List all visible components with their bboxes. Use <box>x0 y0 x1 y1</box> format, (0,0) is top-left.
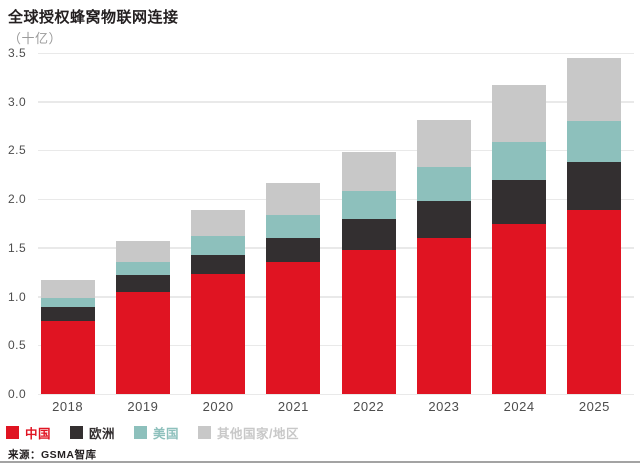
legend-swatch <box>70 426 84 439</box>
bar-2023 <box>416 120 471 394</box>
legend-swatch <box>6 426 19 439</box>
bar-2024 <box>492 85 547 394</box>
y-tick-label: 3.0 <box>8 94 27 109</box>
y-tick-label: 0.5 <box>8 338 27 353</box>
chart-unit-label: （十亿） <box>8 31 63 46</box>
bar-segment-欧洲 <box>567 162 622 210</box>
bottom-divider <box>0 461 640 463</box>
gridline <box>38 344 634 347</box>
legend-label: 欧洲 <box>89 427 116 441</box>
legend-item-中国: 中国 <box>6 423 51 442</box>
bar-segment-中国 <box>416 238 471 394</box>
x-axis-label: 2019 <box>127 399 159 414</box>
bar-segment-欧洲 <box>40 307 95 321</box>
x-axis-label: 2022 <box>353 399 385 414</box>
x-axis-label: 2021 <box>277 399 309 414</box>
legend-item-美国: 美国 <box>134 423 179 442</box>
x-axis-label: 2020 <box>202 399 234 414</box>
bar-segment-欧洲 <box>416 201 471 239</box>
legend: 中国 欧洲 美国 其他国家/地区 <box>6 423 318 442</box>
legend-swatch <box>198 426 212 439</box>
bar-segment-中国 <box>266 262 321 394</box>
bar-segment-欧洲 <box>492 179 547 224</box>
bar-segment-其他国家/地区 <box>341 152 396 192</box>
y-tick-label: 0.0 <box>8 387 27 401</box>
bar-2020 <box>191 209 246 394</box>
bar-segment-欧洲 <box>191 254 246 275</box>
legend-item-其他国家/地区: 其他国家/地区 <box>198 423 299 442</box>
bar-segment-其他国家/地区 <box>266 182 321 215</box>
y-tick-label: 3.5 <box>8 46 27 60</box>
bar-segment-美国 <box>492 141 547 180</box>
gridline <box>38 393 634 395</box>
bar-segment-中国 <box>492 223 547 394</box>
x-axis-label: 2024 <box>503 399 535 414</box>
bar-segment-美国 <box>191 236 246 255</box>
bar-segment-中国 <box>567 209 622 394</box>
bar-segment-中国 <box>341 249 396 394</box>
legend-label: 中国 <box>25 427 52 441</box>
legend-label: 其他国家/地区 <box>217 427 300 441</box>
gridline <box>38 101 634 103</box>
bar-segment-美国 <box>115 261 170 276</box>
bar-segment-其他国家/地区 <box>40 280 95 298</box>
bar-segment-欧洲 <box>266 238 321 263</box>
bar-2019 <box>115 241 170 394</box>
legend-label: 美国 <box>153 427 180 441</box>
source-label: 来源：GSMA智库 <box>8 449 97 461</box>
bar-segment-其他国家/地区 <box>115 241 170 262</box>
y-tick-label: 1.0 <box>8 289 27 304</box>
y-tick-label: 1.5 <box>8 240 27 255</box>
bar-segment-其他国家/地区 <box>191 209 246 237</box>
gridline <box>38 296 634 298</box>
bar-segment-中国 <box>191 274 246 394</box>
gridline <box>38 247 634 249</box>
x-axis: 2018 2019 2020 2021 2022 2023 2024 2025 <box>30 399 632 414</box>
bars-container <box>30 53 632 394</box>
y-tick-label: 2.0 <box>8 192 27 207</box>
stacked-bar-chart: 2018 2019 2020 2021 2022 2023 2024 2025 0.0 0.5 1… <box>8 46 634 414</box>
x-axis-label: 2023 <box>428 399 460 414</box>
gridline <box>38 198 634 201</box>
x-axis-label: 2025 <box>578 399 610 414</box>
chart-title: 全球授权蜂窝物联网连接 <box>8 9 179 26</box>
bar-segment-美国 <box>266 214 321 239</box>
bar-segment-中国 <box>40 320 95 394</box>
legend-swatch <box>134 426 148 439</box>
bar-2018 <box>40 280 95 394</box>
gridline <box>38 52 634 54</box>
bar-segment-美国 <box>341 191 396 219</box>
bar-2025 <box>567 57 622 394</box>
bar-segment-中国 <box>115 291 170 394</box>
bar-segment-其他国家/地区 <box>416 120 471 168</box>
bar-segment-美国 <box>416 167 471 202</box>
legend-item-欧洲: 欧洲 <box>70 423 115 442</box>
bar-segment-其他国家/地区 <box>567 57 622 122</box>
bar-segment-其他国家/地区 <box>492 85 547 142</box>
y-tick-label: 2.5 <box>8 143 27 158</box>
bar-segment-欧洲 <box>115 275 170 292</box>
bar-2022 <box>341 152 396 394</box>
gridline <box>38 149 634 152</box>
bar-segment-美国 <box>40 297 95 308</box>
plot-area <box>38 52 634 395</box>
bar-segment-美国 <box>567 121 622 163</box>
bar-2021 <box>266 182 321 394</box>
bar-segment-欧洲 <box>341 218 396 250</box>
x-axis-label: 2018 <box>52 399 84 414</box>
